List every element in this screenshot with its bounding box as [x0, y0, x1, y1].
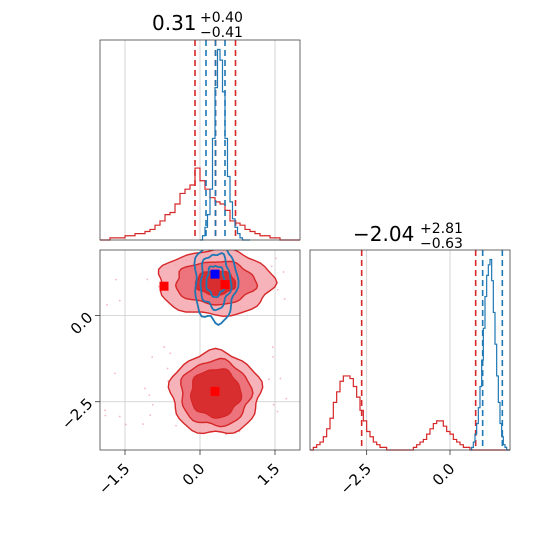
histogram-series-2 — [470, 258, 510, 451]
scatter-point — [114, 372, 116, 375]
red-marker — [159, 281, 169, 291]
histogram-panel-param1: 0.31 +0.40 −0.41 — [99, 10, 301, 241]
scatter-point — [276, 410, 279, 413]
scatter-point — [271, 346, 274, 349]
panel2-title-lower: −0.63 — [420, 236, 463, 252]
panel1-title-value: 0.31 — [152, 11, 197, 35]
red-marker — [210, 386, 220, 396]
red-marker — [220, 279, 230, 289]
histogram-series-2 — [200, 48, 250, 241]
blue-contour-level-2 — [199, 251, 233, 312]
joint-contour-panel: −1.5 0.0 1.5 −2.5 0.0 — [58, 249, 301, 498]
x-tick-label: 1.5 — [254, 460, 284, 490]
y-tick-label: 0.0 — [67, 308, 97, 338]
scatter-point — [144, 387, 146, 390]
blue-marker — [210, 269, 220, 279]
scatter-point — [146, 278, 149, 281]
scatter-point — [104, 414, 107, 417]
x-tick-label: −2.5 — [337, 460, 375, 498]
scatter-point — [149, 414, 152, 417]
scatter-point — [169, 352, 172, 355]
scatter-point — [175, 424, 177, 427]
scatter-point — [106, 303, 108, 306]
scatter-point — [272, 403, 275, 406]
panel1-title-lower: −0.41 — [200, 25, 243, 41]
x-tick-label: 0.0 — [429, 460, 459, 490]
scatter-point — [115, 278, 118, 281]
scatter-point — [275, 257, 277, 260]
scatter-point — [118, 415, 121, 418]
scatter-point — [163, 346, 166, 348]
y-tick-label: −2.5 — [58, 395, 96, 433]
scatter-point — [157, 285, 160, 288]
histogram-panel-param2: −2.04 +2.81 −0.63 −2.5 0.0 — [309, 221, 511, 498]
panel2-title-upper: +2.81 — [420, 221, 463, 237]
scatter-point — [118, 299, 121, 302]
x-tick-label: 0.0 — [179, 460, 209, 490]
scatter-point — [270, 265, 273, 268]
histogram-series-1 — [100, 167, 300, 241]
scatter-point — [276, 288, 279, 291]
scatter-point — [282, 271, 285, 273]
blue-contour-level-3 — [205, 265, 226, 299]
scatter-point — [151, 403, 154, 406]
scatter-point — [283, 298, 286, 300]
blue-contour-level-1 — [193, 250, 240, 326]
scatter-point — [272, 355, 274, 358]
panel2-frame — [309, 249, 511, 451]
panel1-frame — [99, 39, 301, 241]
scatter-point — [104, 409, 106, 412]
scatter-point — [142, 423, 144, 425]
scatter-point — [151, 356, 154, 359]
scatter-point — [268, 378, 270, 381]
scatter-point — [285, 397, 288, 400]
panel1-title-upper: +0.40 — [200, 10, 243, 26]
scatter-point — [148, 394, 151, 397]
scatter-point — [166, 367, 169, 370]
scatter-point — [125, 423, 127, 426]
x-tick-label: −1.5 — [95, 460, 133, 498]
scatter-point — [279, 377, 282, 380]
panel2-title-value: −2.04 — [353, 222, 414, 246]
